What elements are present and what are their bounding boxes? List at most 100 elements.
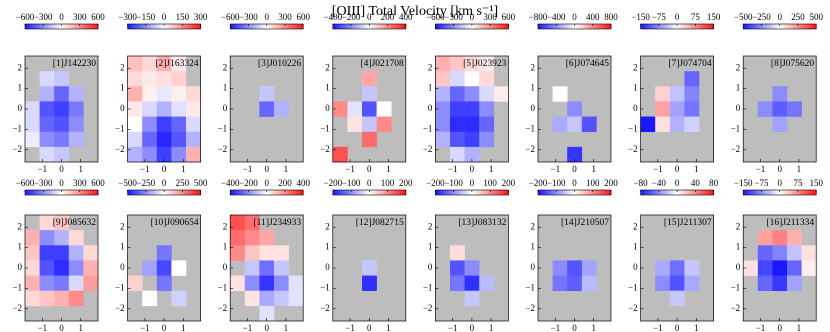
colorbar-segment bbox=[263, 24, 266, 29]
colorbar-segment bbox=[788, 24, 792, 29]
colorbar-segment bbox=[444, 24, 447, 29]
colorbar-segment bbox=[343, 24, 346, 29]
colorbar-segment bbox=[59, 190, 62, 195]
colorbar-segment bbox=[136, 24, 139, 29]
colorbar-segment bbox=[554, 190, 557, 195]
colorbar-segment bbox=[689, 24, 693, 29]
colorbar-segment bbox=[26, 24, 30, 29]
colorbar-segment bbox=[664, 190, 667, 195]
colorbar-segment bbox=[605, 190, 608, 195]
colorbar-tick-label: 0 bbox=[264, 12, 269, 22]
colorbar-segment bbox=[149, 190, 152, 195]
colorbar-segment bbox=[657, 24, 660, 29]
velocity-pixel bbox=[787, 101, 802, 117]
colorbar-segment bbox=[470, 190, 473, 195]
panel-title: [9]J085632 bbox=[53, 218, 97, 228]
colorbar-segment bbox=[28, 24, 31, 29]
colorbar-segment bbox=[297, 190, 300, 195]
colorbar-segment bbox=[603, 190, 606, 195]
colorbar-segment bbox=[349, 190, 352, 195]
colorbar-segment bbox=[180, 24, 183, 29]
colorbar-segment bbox=[587, 24, 590, 29]
colorbar-segment bbox=[45, 190, 48, 195]
colorbar-segment bbox=[274, 190, 277, 195]
colorbar-segment bbox=[189, 24, 192, 29]
colorbar-segment bbox=[48, 24, 51, 29]
colorbar-segment bbox=[338, 24, 341, 29]
colorbar-tick-label: −250 bbox=[752, 12, 771, 22]
colorbar-segment bbox=[777, 190, 781, 195]
velocity-pixel bbox=[347, 116, 363, 133]
colorbar-segment bbox=[396, 190, 399, 195]
colorbar-segment bbox=[131, 24, 134, 29]
plot-frame bbox=[24, 55, 99, 163]
colorbar-segment bbox=[369, 190, 372, 195]
y-tick-label: −2 bbox=[320, 144, 330, 154]
plot-frame bbox=[24, 214, 99, 322]
colorbar-segment bbox=[54, 24, 57, 29]
velocity-pixel bbox=[450, 116, 465, 133]
colorbar-segment bbox=[655, 190, 658, 195]
colorbar-segment bbox=[799, 190, 802, 195]
colorbar-segment bbox=[448, 24, 451, 29]
colorbar-tick-label: 0 bbox=[367, 178, 372, 188]
colorbar-segment bbox=[144, 24, 147, 29]
velocity-pixel bbox=[25, 101, 40, 117]
colorbar-tick-label: 600 bbox=[91, 12, 105, 22]
x-tick-label: 1 bbox=[78, 164, 83, 174]
velocity-pixel bbox=[464, 56, 480, 72]
colorbar-tick-label: 200 bbox=[604, 178, 618, 188]
colorbar-segment bbox=[290, 24, 293, 29]
colorbar-segment bbox=[25, 24, 28, 29]
colorbar-segment bbox=[561, 190, 564, 195]
x-tick-label: 1 bbox=[386, 164, 391, 174]
y-tick-label: −1 bbox=[115, 123, 125, 133]
colorbar-segment bbox=[354, 190, 357, 195]
colorbar-segment bbox=[598, 24, 601, 29]
colorbar-segment bbox=[754, 190, 757, 195]
colorbar-tick-label: −500 bbox=[734, 12, 753, 22]
colorbar-segment bbox=[37, 24, 40, 29]
velocity-pixel bbox=[127, 71, 143, 87]
colorbar-segment bbox=[504, 190, 507, 195]
velocity-pixel bbox=[567, 116, 583, 133]
colorbar-segment bbox=[85, 190, 88, 195]
velocity-pixel bbox=[464, 146, 480, 163]
colorbar-segment bbox=[490, 190, 493, 195]
colorbar-segment bbox=[484, 190, 487, 195]
colorbar-segment bbox=[768, 190, 771, 195]
velocity-pixel bbox=[54, 275, 70, 292]
velocity-pixel bbox=[68, 86, 84, 102]
y-tick-label: 1 bbox=[736, 83, 741, 93]
colorbar-segment bbox=[490, 24, 493, 29]
colorbar-segment bbox=[702, 190, 705, 195]
colorbar-segment bbox=[684, 190, 687, 195]
velocity-pixel bbox=[186, 131, 201, 148]
colorbar-segment bbox=[96, 24, 99, 29]
colorbar-tick-label: 0 bbox=[59, 12, 64, 22]
colorbar-segment bbox=[237, 190, 240, 195]
x-tick-label: −1 bbox=[551, 164, 561, 174]
x-tick-label: 0 bbox=[675, 323, 680, 332]
y-tick-label: −2 bbox=[423, 303, 433, 313]
velocity-pixel bbox=[230, 215, 246, 231]
colorbar-segment bbox=[558, 190, 561, 195]
velocity-pixel bbox=[127, 56, 143, 72]
colorbar-segment bbox=[440, 24, 444, 29]
colorbar-segment bbox=[550, 24, 553, 29]
colorbar-segment bbox=[169, 190, 172, 195]
colorbar-segment bbox=[559, 190, 563, 195]
colorbar-segment bbox=[301, 190, 304, 195]
x-tick-label: 0 bbox=[162, 164, 167, 174]
colorbar-segment bbox=[286, 24, 289, 29]
colorbar-segment bbox=[574, 190, 577, 195]
colorbar-segment bbox=[239, 24, 242, 29]
colorbar-segment bbox=[642, 190, 645, 195]
colorbar-segment bbox=[144, 190, 147, 195]
colorbar-segment bbox=[664, 24, 667, 29]
velocity-pixel bbox=[479, 56, 495, 72]
velocity-pixel bbox=[435, 56, 451, 72]
colorbar-segment bbox=[389, 24, 392, 29]
colorbar-segment bbox=[704, 24, 707, 29]
colorbar-segment bbox=[367, 190, 370, 195]
